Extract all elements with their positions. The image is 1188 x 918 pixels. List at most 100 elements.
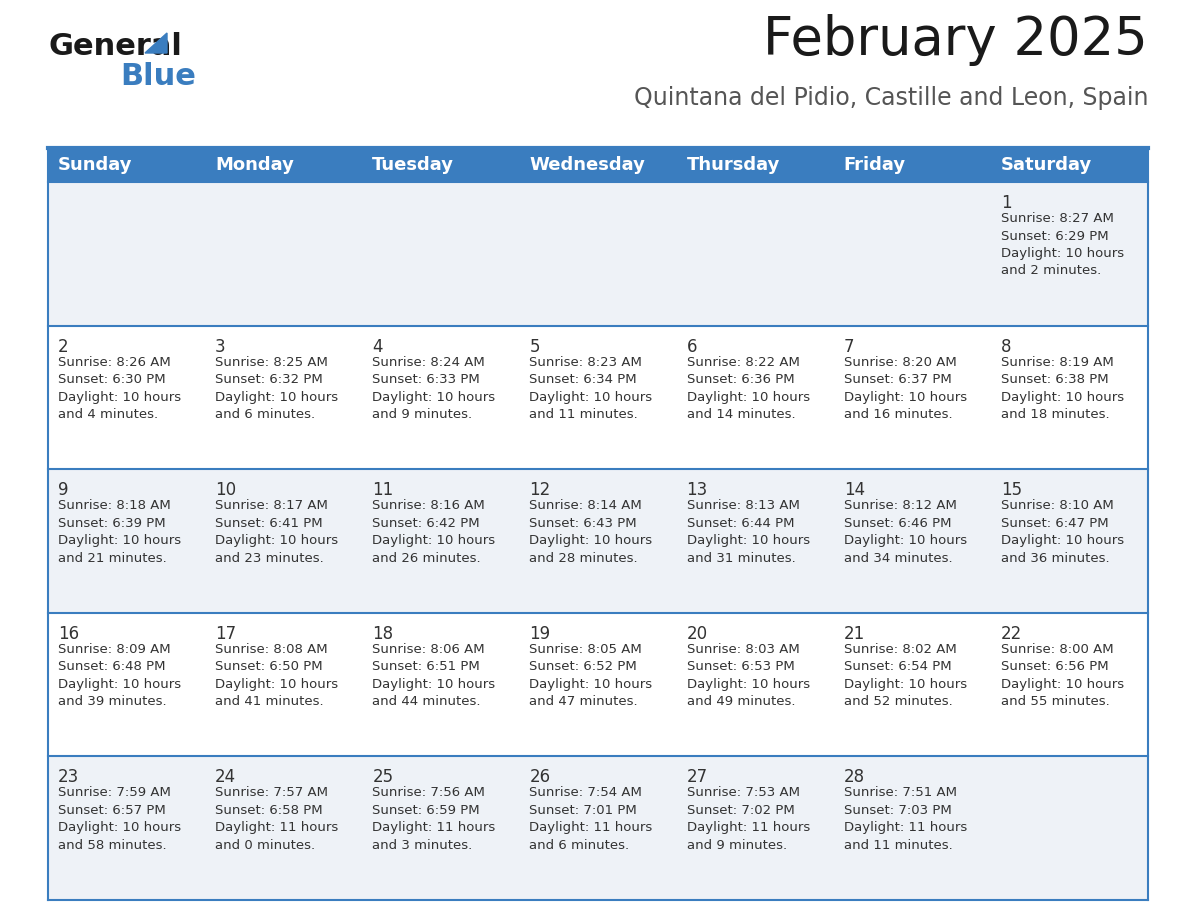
Text: Sunrise: 8:19 AM
Sunset: 6:38 PM
Daylight: 10 hours
and 18 minutes.: Sunrise: 8:19 AM Sunset: 6:38 PM Dayligh…: [1000, 355, 1124, 421]
Text: 12: 12: [530, 481, 551, 499]
Bar: [991, 613, 1148, 756]
Text: Sunrise: 7:57 AM
Sunset: 6:58 PM
Daylight: 11 hours
and 0 minutes.: Sunrise: 7:57 AM Sunset: 6:58 PM Dayligh…: [215, 787, 339, 852]
Text: Sunrise: 8:13 AM
Sunset: 6:44 PM
Daylight: 10 hours
and 31 minutes.: Sunrise: 8:13 AM Sunset: 6:44 PM Dayligh…: [687, 499, 810, 565]
Text: Quintana del Pidio, Castille and Leon, Spain: Quintana del Pidio, Castille and Leon, S…: [633, 86, 1148, 110]
Bar: [991, 469, 1148, 613]
Text: Sunday: Sunday: [58, 156, 133, 174]
Text: 20: 20: [687, 625, 708, 643]
Text: 24: 24: [215, 768, 236, 787]
Bar: [519, 148, 677, 182]
Text: 2: 2: [58, 338, 69, 355]
Bar: [48, 326, 206, 469]
Text: Sunrise: 7:56 AM
Sunset: 6:59 PM
Daylight: 11 hours
and 3 minutes.: Sunrise: 7:56 AM Sunset: 6:59 PM Dayligh…: [372, 787, 495, 852]
Text: Sunrise: 8:23 AM
Sunset: 6:34 PM
Daylight: 10 hours
and 11 minutes.: Sunrise: 8:23 AM Sunset: 6:34 PM Dayligh…: [530, 355, 652, 421]
Bar: [834, 182, 991, 326]
Text: 22: 22: [1000, 625, 1022, 643]
Bar: [362, 148, 519, 182]
Text: Sunrise: 8:24 AM
Sunset: 6:33 PM
Daylight: 10 hours
and 9 minutes.: Sunrise: 8:24 AM Sunset: 6:33 PM Dayligh…: [372, 355, 495, 421]
Text: 25: 25: [372, 768, 393, 787]
Bar: [991, 326, 1148, 469]
Text: 13: 13: [687, 481, 708, 499]
Text: 17: 17: [215, 625, 236, 643]
Text: 14: 14: [843, 481, 865, 499]
Text: Monday: Monday: [215, 156, 293, 174]
Bar: [834, 469, 991, 613]
Polygon shape: [145, 33, 168, 53]
Text: Sunrise: 7:54 AM
Sunset: 7:01 PM
Daylight: 11 hours
and 6 minutes.: Sunrise: 7:54 AM Sunset: 7:01 PM Dayligh…: [530, 787, 652, 852]
Text: Sunrise: 8:18 AM
Sunset: 6:39 PM
Daylight: 10 hours
and 21 minutes.: Sunrise: 8:18 AM Sunset: 6:39 PM Dayligh…: [58, 499, 181, 565]
Bar: [48, 613, 206, 756]
Text: Blue: Blue: [120, 62, 196, 91]
Text: Saturday: Saturday: [1000, 156, 1092, 174]
Bar: [834, 148, 991, 182]
Bar: [48, 469, 206, 613]
Text: Sunrise: 8:14 AM
Sunset: 6:43 PM
Daylight: 10 hours
and 28 minutes.: Sunrise: 8:14 AM Sunset: 6:43 PM Dayligh…: [530, 499, 652, 565]
Bar: [991, 756, 1148, 900]
Text: Sunrise: 8:16 AM
Sunset: 6:42 PM
Daylight: 10 hours
and 26 minutes.: Sunrise: 8:16 AM Sunset: 6:42 PM Dayligh…: [372, 499, 495, 565]
Text: 18: 18: [372, 625, 393, 643]
Text: Wednesday: Wednesday: [530, 156, 645, 174]
Bar: [834, 613, 991, 756]
Text: Sunrise: 7:59 AM
Sunset: 6:57 PM
Daylight: 10 hours
and 58 minutes.: Sunrise: 7:59 AM Sunset: 6:57 PM Dayligh…: [58, 787, 181, 852]
Text: 3: 3: [215, 338, 226, 355]
Bar: [362, 326, 519, 469]
Bar: [48, 182, 206, 326]
Bar: [206, 469, 362, 613]
Bar: [677, 148, 834, 182]
Text: 4: 4: [372, 338, 383, 355]
Text: Friday: Friday: [843, 156, 905, 174]
Text: Sunrise: 8:26 AM
Sunset: 6:30 PM
Daylight: 10 hours
and 4 minutes.: Sunrise: 8:26 AM Sunset: 6:30 PM Dayligh…: [58, 355, 181, 421]
Bar: [519, 469, 677, 613]
Text: 8: 8: [1000, 338, 1011, 355]
Text: General: General: [48, 32, 182, 61]
Text: Sunrise: 8:02 AM
Sunset: 6:54 PM
Daylight: 10 hours
and 52 minutes.: Sunrise: 8:02 AM Sunset: 6:54 PM Dayligh…: [843, 643, 967, 709]
Bar: [362, 613, 519, 756]
Text: 28: 28: [843, 768, 865, 787]
Text: Sunrise: 8:20 AM
Sunset: 6:37 PM
Daylight: 10 hours
and 16 minutes.: Sunrise: 8:20 AM Sunset: 6:37 PM Dayligh…: [843, 355, 967, 421]
Bar: [48, 756, 206, 900]
Bar: [834, 756, 991, 900]
Bar: [519, 756, 677, 900]
Bar: [677, 326, 834, 469]
Bar: [991, 148, 1148, 182]
Bar: [206, 182, 362, 326]
Bar: [206, 148, 362, 182]
Bar: [362, 756, 519, 900]
Text: Sunrise: 8:17 AM
Sunset: 6:41 PM
Daylight: 10 hours
and 23 minutes.: Sunrise: 8:17 AM Sunset: 6:41 PM Dayligh…: [215, 499, 339, 565]
Text: 9: 9: [58, 481, 69, 499]
Text: Sunrise: 8:09 AM
Sunset: 6:48 PM
Daylight: 10 hours
and 39 minutes.: Sunrise: 8:09 AM Sunset: 6:48 PM Dayligh…: [58, 643, 181, 709]
Text: 16: 16: [58, 625, 80, 643]
Bar: [206, 613, 362, 756]
Bar: [677, 613, 834, 756]
Bar: [519, 182, 677, 326]
Bar: [362, 469, 519, 613]
Bar: [677, 756, 834, 900]
Text: Sunrise: 8:03 AM
Sunset: 6:53 PM
Daylight: 10 hours
and 49 minutes.: Sunrise: 8:03 AM Sunset: 6:53 PM Dayligh…: [687, 643, 810, 709]
Text: 26: 26: [530, 768, 550, 787]
Text: Sunrise: 8:10 AM
Sunset: 6:47 PM
Daylight: 10 hours
and 36 minutes.: Sunrise: 8:10 AM Sunset: 6:47 PM Dayligh…: [1000, 499, 1124, 565]
Bar: [991, 182, 1148, 326]
Bar: [677, 182, 834, 326]
Text: 19: 19: [530, 625, 550, 643]
Bar: [206, 756, 362, 900]
Bar: [519, 613, 677, 756]
Text: Sunrise: 8:06 AM
Sunset: 6:51 PM
Daylight: 10 hours
and 44 minutes.: Sunrise: 8:06 AM Sunset: 6:51 PM Dayligh…: [372, 643, 495, 709]
Bar: [519, 326, 677, 469]
Bar: [206, 326, 362, 469]
Text: 11: 11: [372, 481, 393, 499]
Text: Sunrise: 8:00 AM
Sunset: 6:56 PM
Daylight: 10 hours
and 55 minutes.: Sunrise: 8:00 AM Sunset: 6:56 PM Dayligh…: [1000, 643, 1124, 709]
Text: Sunrise: 8:22 AM
Sunset: 6:36 PM
Daylight: 10 hours
and 14 minutes.: Sunrise: 8:22 AM Sunset: 6:36 PM Dayligh…: [687, 355, 810, 421]
Bar: [677, 469, 834, 613]
Bar: [48, 148, 206, 182]
Text: Sunrise: 8:25 AM
Sunset: 6:32 PM
Daylight: 10 hours
and 6 minutes.: Sunrise: 8:25 AM Sunset: 6:32 PM Dayligh…: [215, 355, 339, 421]
Text: 10: 10: [215, 481, 236, 499]
Text: Sunrise: 8:27 AM
Sunset: 6:29 PM
Daylight: 10 hours
and 2 minutes.: Sunrise: 8:27 AM Sunset: 6:29 PM Dayligh…: [1000, 212, 1124, 277]
Text: 23: 23: [58, 768, 80, 787]
Bar: [362, 182, 519, 326]
Text: 5: 5: [530, 338, 539, 355]
Text: 7: 7: [843, 338, 854, 355]
Text: Sunrise: 8:08 AM
Sunset: 6:50 PM
Daylight: 10 hours
and 41 minutes.: Sunrise: 8:08 AM Sunset: 6:50 PM Dayligh…: [215, 643, 339, 709]
Text: Sunrise: 8:05 AM
Sunset: 6:52 PM
Daylight: 10 hours
and 47 minutes.: Sunrise: 8:05 AM Sunset: 6:52 PM Dayligh…: [530, 643, 652, 709]
Text: 21: 21: [843, 625, 865, 643]
Text: Tuesday: Tuesday: [372, 156, 454, 174]
